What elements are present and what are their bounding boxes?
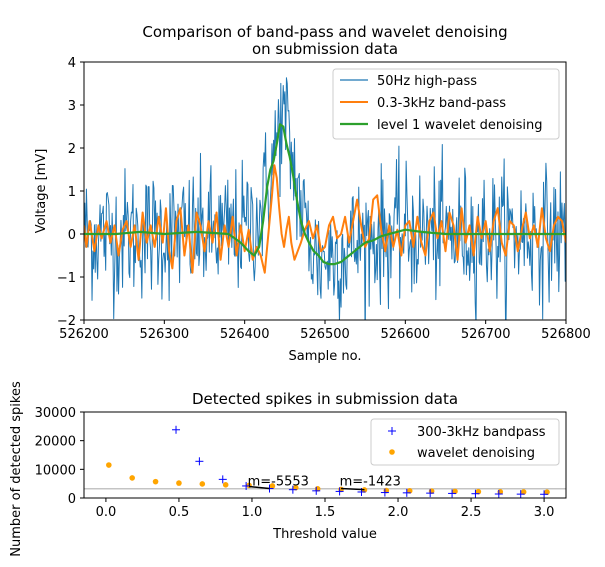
- top-legend: 50Hz high-pass 0.3-3kHz band-pass level …: [332, 68, 560, 140]
- top-legend-box: [332, 68, 560, 140]
- bottom-x-axis-label: Threshold value: [272, 527, 377, 542]
- bottom-x-tick-label: 0.0: [96, 505, 117, 520]
- point-bandpass: [516, 490, 525, 498]
- top-y-tick-label: 2: [68, 142, 76, 157]
- top-y-tick-label: −2: [57, 314, 76, 329]
- top-x-tick-label: 526600: [381, 327, 431, 342]
- top-chart-title: Comparison of band-pass and wavelet deno…: [142, 23, 507, 41]
- point-wavelet: [129, 475, 135, 481]
- bottom-legend-marker-bandpass: [388, 427, 396, 435]
- slope-annotation: m=-1423: [340, 474, 401, 489]
- top-y-tick-label: 0: [68, 228, 76, 243]
- top-x-tick-label: 526400: [220, 327, 270, 342]
- top-y-tick-label: 4: [68, 56, 76, 71]
- point-wavelet: [406, 488, 413, 494]
- bottom-x-tick-label: 0.5: [169, 505, 190, 520]
- point-wavelet: [176, 480, 182, 486]
- top-x-tick-label: 526700: [461, 327, 511, 342]
- point-wavelet: [361, 487, 368, 493]
- bottom-legend-label-bandpass: 300-3kHz bandpass: [417, 425, 546, 440]
- top-x-axis-label: Sample no.: [289, 349, 362, 364]
- point-wavelet: [199, 481, 206, 487]
- point-bandpass: [335, 487, 344, 496]
- bottom-x-tick-label: 1.5: [315, 505, 336, 520]
- top-legend-label-wavelet: level 1 wavelet denoising: [377, 118, 543, 133]
- slope-line: [248, 485, 270, 490]
- top-x-tick-label: 526500: [300, 327, 350, 342]
- point-bandpass: [494, 489, 503, 498]
- point-bandpass: [195, 457, 204, 466]
- top-y-ticks: −2 −1 0 1 2 3 4: [57, 56, 84, 329]
- slope-annotation: m=-5553: [248, 474, 309, 489]
- bottom-x-ticks: 0.0 0.5 1.0 1.5 2.0 2.5 3.0 m=-5553 m=-1423: [96, 474, 555, 520]
- top-legend-label-highpass: 50Hz high-pass: [377, 74, 477, 89]
- top-chart: Comparison of band-pass and wavelet deno…: [34, 23, 591, 364]
- point-bandpass: [402, 488, 411, 497]
- point-bandpass: [448, 489, 457, 498]
- point-wavelet: [452, 488, 458, 495]
- point-wavelet: [475, 488, 482, 495]
- top-x-tick-label: 526800: [541, 327, 591, 342]
- slope-line: [341, 487, 365, 491]
- series-line-bandpass: [84, 164, 566, 274]
- point-wavelet: [222, 482, 229, 488]
- bottom-chart: Detected spikes in submission data 0.0 0.…: [9, 381, 567, 557]
- bottom-x-tick-label: 1.0: [242, 505, 263, 520]
- point-bandpass: [218, 475, 227, 484]
- point-wavelet: [269, 483, 276, 489]
- top-series-group: [84, 77, 566, 320]
- bottom-y-tick-label: 20000: [35, 435, 76, 450]
- top-y-axis-label: Voltage [mV]: [34, 149, 49, 234]
- bottom-x-tick-label: 3.0: [534, 505, 555, 520]
- series-line-wavelet: [84, 123, 566, 266]
- top-legend-label-bandpass: 0.3-3kHz band-pass: [377, 96, 506, 111]
- point-bandpass: [540, 490, 549, 498]
- bottom-y-axis-label: Number of detected spikes: [9, 381, 24, 557]
- point-bandpass: [471, 489, 480, 498]
- bottom-y-ticks: 0 10000 20000 30000: [35, 406, 84, 507]
- bottom-x-tick-label: 2.0: [388, 505, 409, 520]
- point-bandpass: [312, 486, 321, 495]
- bottom-series-group: [84, 425, 566, 498]
- bottom-x-tick-label: 2.5: [461, 505, 482, 520]
- bottom-y-tick-label: 30000: [35, 406, 76, 421]
- bottom-y-tick-label: 0: [68, 492, 76, 507]
- top-y-tick-label: 3: [68, 99, 76, 114]
- bottom-legend-box: [370, 418, 560, 466]
- top-x-ticks: 526200 526300 526400 526500 526600 526700 5268…: [59, 320, 591, 342]
- point-wavelet: [292, 484, 299, 491]
- point-bandpass: [426, 489, 435, 498]
- point-wavelet: [520, 489, 527, 495]
- bottom-chart-title: Detected spikes in submission data: [192, 390, 458, 408]
- bottom-legend: 300-3kHz bandpass wavelet denoising: [370, 418, 560, 466]
- point-wavelet: [106, 462, 112, 468]
- top-y-tick-label: −1: [57, 271, 76, 286]
- bottom-y-tick-label: 10000: [35, 463, 76, 478]
- point-bandpass: [172, 425, 181, 434]
- point-bandpass: [242, 481, 251, 490]
- point-bandpass: [288, 485, 297, 494]
- bottom-legend-marker-wavelet: [389, 449, 395, 455]
- bottom-legend-label-wavelet: wavelet denoising: [417, 446, 535, 461]
- point-bandpass: [380, 488, 389, 497]
- top-x-tick-label: 526300: [140, 327, 190, 342]
- top-y-tick-label: 1: [68, 185, 76, 200]
- top-x-tick-label: 526200: [59, 327, 109, 342]
- top-chart-subtitle: on submission data: [252, 40, 398, 58]
- point-wavelet: [152, 478, 159, 485]
- point-wavelet: [544, 489, 550, 495]
